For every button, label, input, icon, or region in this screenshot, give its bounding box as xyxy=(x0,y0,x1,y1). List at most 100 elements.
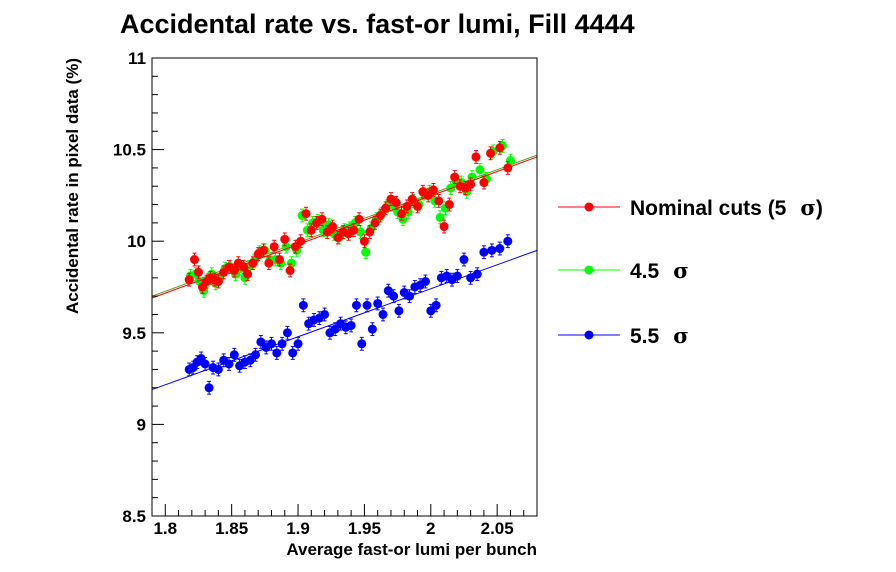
data-point xyxy=(413,201,423,211)
data-point xyxy=(282,328,292,338)
data-point xyxy=(259,245,269,255)
data-point xyxy=(346,320,356,330)
data-point xyxy=(381,203,391,213)
legend-series-name: 4.5 xyxy=(630,260,660,283)
data-point xyxy=(503,163,513,173)
data-point xyxy=(407,194,417,204)
data-point xyxy=(213,364,223,374)
data-point xyxy=(285,266,295,276)
data-point xyxy=(354,214,364,224)
legend-marker xyxy=(584,330,594,340)
data-point xyxy=(466,179,476,189)
data-layer xyxy=(151,139,538,395)
data-point xyxy=(495,143,505,153)
data-point xyxy=(459,255,469,265)
data-point xyxy=(357,339,367,349)
data-point xyxy=(239,262,249,272)
data-point xyxy=(193,267,203,277)
y-tick-label: 11 xyxy=(128,49,146,68)
legend-marker xyxy=(584,265,594,275)
y-tick-label: 8.5 xyxy=(122,507,146,526)
y-tick-label: 9.5 xyxy=(122,324,146,343)
data-point xyxy=(301,209,311,219)
y-tick-label: 10 xyxy=(127,232,146,251)
y-axis-title: Accidental rate in pixel data (%) xyxy=(63,58,82,314)
data-point xyxy=(475,165,485,175)
plot-frame xyxy=(151,57,538,517)
x-tick-label: 1.95 xyxy=(348,519,381,538)
x-tick-label: 2 xyxy=(426,519,435,538)
series-group xyxy=(151,234,538,395)
data-point xyxy=(200,359,210,369)
data-point xyxy=(444,200,454,210)
data-point xyxy=(288,348,298,358)
data-point xyxy=(224,359,234,369)
x-tick-label: 1.9 xyxy=(286,519,310,538)
data-point xyxy=(402,201,412,211)
data-point xyxy=(204,383,214,393)
y-tick-label: 9 xyxy=(137,415,146,434)
y-tick-label: 10.5 xyxy=(113,141,146,160)
data-point xyxy=(479,247,489,257)
data-point xyxy=(281,242,291,252)
data-point xyxy=(229,266,239,276)
data-point xyxy=(486,148,496,158)
data-point xyxy=(293,339,303,349)
axis-layer: 8.5 9 9.5 10 10.5 11 1.8 1.85 1.9 1.95 2 2.05 xyxy=(113,49,538,538)
data-point xyxy=(452,271,462,281)
data-point xyxy=(375,211,385,221)
data-point xyxy=(296,236,306,246)
x-axis-title: Average fast-or lumi per bunch xyxy=(286,540,537,559)
data-point xyxy=(479,178,489,188)
data-point xyxy=(365,227,375,237)
data-point xyxy=(272,348,282,358)
data-point xyxy=(359,236,369,246)
data-point xyxy=(420,277,430,287)
data-point xyxy=(243,269,253,279)
data-point xyxy=(248,258,258,268)
data-point xyxy=(431,300,441,310)
data-point xyxy=(450,172,460,182)
legend-entry: Nominal cuts (5 σ) xyxy=(558,195,823,220)
legend-sigma-symbol: σ xyxy=(673,258,688,283)
data-point xyxy=(361,247,371,257)
data-point xyxy=(378,309,388,319)
data-point xyxy=(328,222,338,232)
legend-entry: 5.5 σ xyxy=(558,323,689,348)
legend-label: Nominal cuts (5 σ) xyxy=(630,195,823,220)
data-point xyxy=(298,300,308,310)
data-point xyxy=(373,298,383,308)
data-point xyxy=(467,172,477,182)
data-point xyxy=(251,350,261,360)
legend-sigma-symbol: σ xyxy=(800,195,815,220)
series-group xyxy=(151,140,538,299)
data-point xyxy=(213,277,223,287)
legend-sigma-symbol: σ xyxy=(673,323,688,348)
legend-suffix: ) xyxy=(816,197,823,220)
fit-line xyxy=(151,156,538,299)
data-point xyxy=(362,300,372,310)
data-point xyxy=(472,269,482,279)
data-point xyxy=(466,273,476,283)
data-point xyxy=(389,291,399,301)
legend-entry: 4.5 σ xyxy=(558,258,689,283)
legend: Nominal cuts (5 σ) 4.5 σ 5.5 σ xyxy=(558,195,823,348)
x-tick-label: 1.85 xyxy=(215,519,248,538)
data-point xyxy=(439,222,449,232)
data-point xyxy=(391,198,401,208)
legend-marker xyxy=(584,202,594,212)
data-point xyxy=(471,152,481,162)
data-point xyxy=(306,225,316,235)
data-point xyxy=(229,350,239,360)
data-point xyxy=(428,185,438,195)
chart-title: Accidental rate vs. fast-or lumi, Fill 4… xyxy=(120,9,635,39)
data-point xyxy=(394,306,404,316)
data-point xyxy=(184,275,194,285)
data-point xyxy=(274,255,284,265)
data-point xyxy=(266,339,276,349)
x-tick-label: 1.8 xyxy=(153,519,177,538)
data-point xyxy=(269,242,279,252)
data-point xyxy=(495,244,505,254)
